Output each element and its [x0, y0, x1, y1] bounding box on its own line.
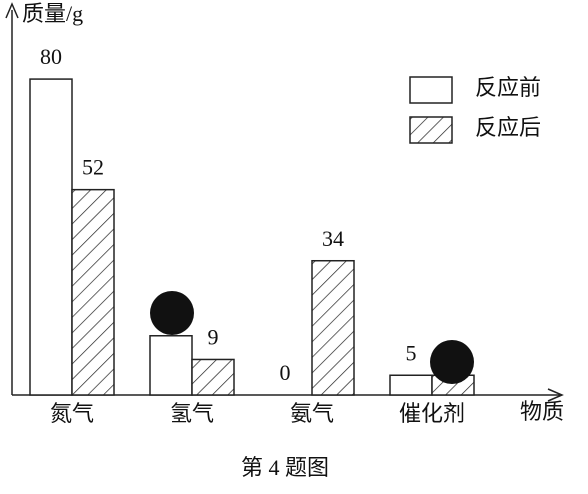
bar	[149, 335, 193, 396]
x-axis-title: 物质	[520, 399, 564, 424]
ink-blot	[430, 340, 474, 384]
x-arrow	[547, 388, 564, 402]
value-label: 9	[208, 325, 219, 350]
value-label: 34	[322, 226, 344, 251]
bar	[29, 78, 73, 396]
legend-label: 反应前	[475, 75, 541, 100]
value-label: 0	[280, 360, 291, 385]
x-tick-label: 催化剂	[399, 401, 465, 426]
bar	[389, 374, 433, 396]
value-label: 52	[82, 155, 104, 180]
value-label: 5	[406, 340, 417, 365]
legend-swatch	[409, 116, 453, 144]
bars	[29, 78, 475, 396]
x-tick-label: 氮气	[50, 401, 94, 426]
legend-label: 反应后	[475, 115, 541, 140]
x-tick-label: 氢气	[170, 401, 214, 426]
bar	[311, 259, 355, 396]
value-label: 80	[40, 44, 62, 69]
x-tick-label: 氨气	[290, 401, 334, 426]
y-axis-title: 质量/g	[22, 1, 83, 26]
bar	[71, 188, 115, 396]
bar	[191, 358, 235, 396]
ink-blot	[150, 291, 194, 335]
y-arrow	[5, 2, 19, 19]
caption: 第 4 题图	[241, 455, 329, 480]
legend-swatch	[409, 76, 453, 104]
